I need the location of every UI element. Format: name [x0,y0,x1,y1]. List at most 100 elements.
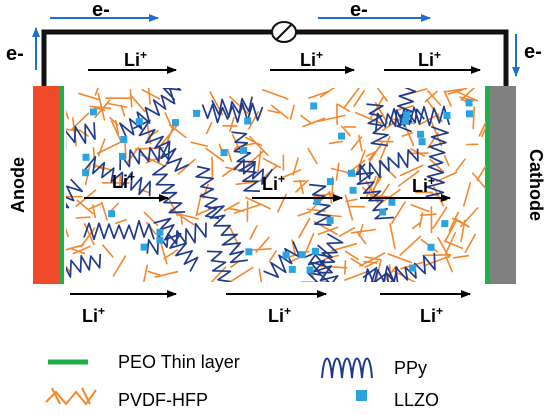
llzo-particle [379,208,387,216]
pvdf-fiber [262,157,282,169]
pvdf-fiber [356,231,367,245]
pvdf-fiber [427,90,442,106]
pvdf-fiber [297,210,312,217]
pvdf-fiber [141,89,161,100]
ppy-chain [231,131,261,193]
pvdf-fiber [344,250,360,261]
pvdf-fiber [302,117,326,128]
llzo-particle [172,119,179,127]
llzo-particle [220,149,228,157]
pvdf-fiber [359,252,386,267]
llzo-particle [418,138,426,146]
pvdf-fiber [205,147,225,162]
ppy-chain [132,119,189,172]
pvdf-fiber [102,244,114,258]
pvdf-fiber [364,256,381,261]
pvdf-fiber [280,169,302,179]
llzo-particle [417,130,425,138]
pvdf-fiber [369,176,380,200]
pvdf-fiber [307,147,318,165]
pvdf-fiber [190,141,209,147]
legend-peo-label: PEO Thin layer [118,352,240,372]
ppy-chain [303,251,339,282]
legend: PEO Thin layer PVDF-HFP PPy LLZO [45,352,439,410]
ppy-chain [153,217,199,272]
cathode-electrode [490,86,516,284]
llzo-particle [388,198,396,206]
peo-layer-anode [59,86,64,284]
li-ion-label: Li+ [268,304,291,326]
pvdf-fiber [88,203,102,210]
pvdf-fiber [453,89,479,102]
pvdf-fiber [177,158,196,175]
pvdf-fiber [163,249,178,260]
pvdf-fiber [459,207,479,228]
anode-label: Anode [8,157,28,213]
pvdf-fiber [365,150,377,157]
llzo-particle [82,153,90,161]
anode-electrode [33,86,59,284]
pvdf-fiber [350,228,377,234]
llzo-particle [427,243,435,251]
li-ion-label: Li+ [300,48,323,70]
pvdf-fiber [443,154,450,167]
ppy-chain [309,183,332,227]
pvdf-fiber [447,89,463,95]
pvdf-fiber [120,104,126,117]
pvdf-fiber [94,88,99,96]
pvdf-fiber [270,104,289,119]
pvdf-fiber [154,270,179,278]
llzo-particle [156,228,164,236]
llzo-particle [298,251,306,259]
llzo-particle [409,264,417,272]
pvdf-fiber [358,223,364,237]
llzo-particle [245,248,253,256]
pvdf-fiber [365,175,377,198]
llzo-particle [441,220,449,228]
ppy-chain [162,88,182,101]
pvdf-fiber [316,114,346,123]
li-ion-label: Li+ [262,172,285,194]
pvdf-fiber [248,248,272,251]
pvdf-fiber [107,102,128,108]
pvdf-fiber [422,254,452,257]
pvdf-fiber [205,121,213,135]
pvdf-fiber [471,172,486,189]
llzo-particle [306,266,314,274]
cathode-label: Cathode [526,149,546,221]
legend-llzo-label: LLZO [394,390,439,410]
pvdf-fiber [223,201,240,212]
legend-ppy-swatch [321,357,373,379]
li-ion-label: Li+ [82,304,105,326]
pvdf-fiber [267,109,281,114]
legend-ppy-label: PPy [394,358,427,378]
llzo-particle [313,197,321,205]
pvdf-fiber [476,164,486,181]
ppy-chain [206,250,232,282]
pvdf-fiber [411,221,422,230]
pvdf-fiber [177,213,199,220]
ppy-chain [386,252,436,282]
pvdf-fiber [379,135,391,160]
pvdf-fiber [338,227,356,237]
pvdf-fiber [424,90,438,103]
pvdf-fiber [66,244,85,251]
pvdf-fiber [228,266,254,282]
pvdf-fiber [382,265,397,282]
pvdf-fiber [443,240,464,250]
llzo-particle [140,243,148,251]
pvdf-fiber [83,223,95,246]
pvdf-fiber [377,140,394,143]
electron-label-right: e- [524,41,542,63]
pvdf-fiber [397,170,420,187]
pvdf-fiber [268,250,277,263]
pvdf-fiber [460,219,466,243]
ppy-chain [83,219,155,241]
pvdf-fiber [389,223,396,250]
pvdf-fiber [376,183,390,204]
llzo-particle [326,178,334,186]
load-symbol [271,21,297,43]
pvdf-fiber [227,207,245,212]
pvdf-fiber [343,88,361,109]
llzo-particle [338,132,346,140]
